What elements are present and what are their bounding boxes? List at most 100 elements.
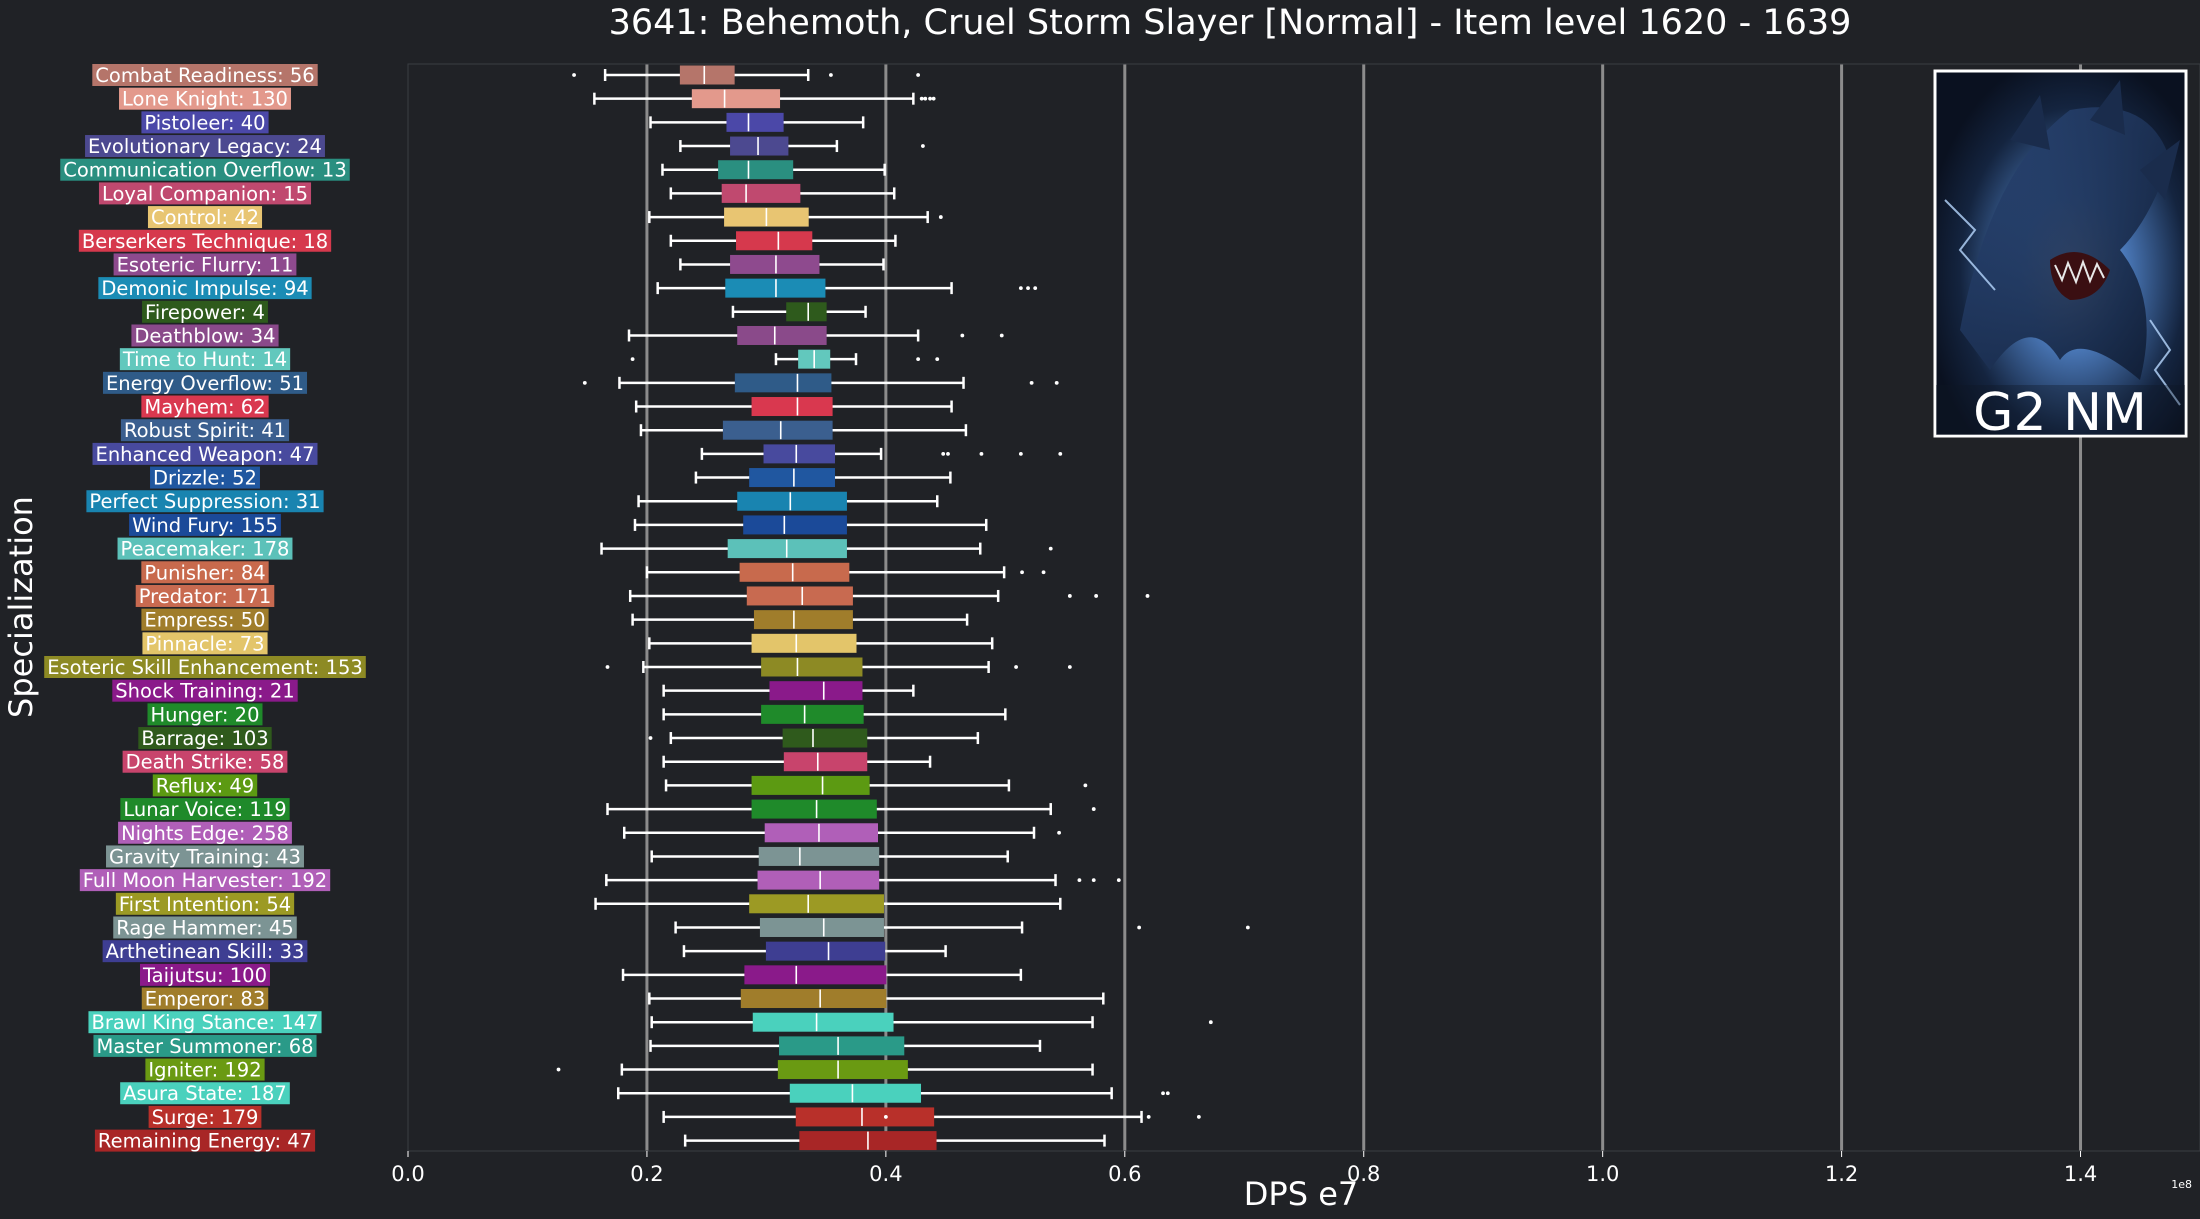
category-label-text: Master Summoner: 68	[96, 1035, 313, 1058]
category-label-22: Predator: 171	[135, 584, 275, 608]
box	[721, 183, 801, 203]
plot-area	[407, 63, 2200, 1152]
category-label-text: Communication Overflow: 13	[63, 159, 346, 182]
box-row-22	[628, 586, 1150, 606]
category-label-text: Barrage: 103	[141, 727, 268, 750]
box	[730, 136, 789, 156]
box	[740, 989, 887, 1009]
category-label-bg	[122, 750, 288, 773]
box	[734, 373, 832, 393]
category-label-bg	[85, 135, 325, 158]
box	[751, 799, 877, 819]
category-label-19: Wind Fury: 155	[129, 513, 281, 537]
category-label-29: Death Strike: 58	[122, 750, 288, 774]
box-row-29	[662, 752, 932, 772]
category-label-34: Full Moon Harvester: 192	[79, 869, 331, 892]
category-label-bg	[115, 892, 295, 915]
box	[730, 254, 820, 274]
outlier-point	[1245, 925, 1250, 930]
category-label-text: Shock Training: 21	[115, 680, 294, 703]
box-row-16	[700, 444, 1063, 464]
category-label-bg	[102, 371, 308, 394]
category-label-text: Pinnacle: 73	[145, 632, 264, 655]
box-row-40	[650, 1012, 1213, 1032]
box	[765, 941, 886, 961]
box-row-36	[674, 917, 1250, 937]
outlier-point	[1058, 451, 1063, 456]
x-tick-label-7: 1.4	[2064, 1162, 2097, 1186]
category-label-2: Pistoleer: 40	[141, 111, 269, 134]
boss-image-badge: G2 NM	[1973, 383, 2147, 443]
box	[744, 965, 887, 985]
box	[739, 562, 850, 582]
category-label-0: Combat Readiness: 56	[92, 64, 318, 87]
category-label-bg	[79, 869, 331, 892]
category-label-text: Deathblow: 34	[134, 324, 275, 347]
box-row-7	[669, 231, 897, 251]
category-label-bg	[148, 1105, 262, 1128]
box-row-11	[627, 325, 1004, 345]
category-label-bg	[92, 64, 318, 86]
category-label-text: Berserkers Technique: 18	[82, 230, 328, 253]
box	[749, 468, 835, 488]
category-label-bg	[147, 206, 263, 229]
outlier-point	[648, 736, 653, 740]
category-label-text: Wind Fury: 155	[132, 514, 278, 537]
category-label-text: Firepower: 4	[145, 301, 265, 324]
category-label-bg	[150, 466, 260, 489]
chart-title: 3641: Behemoth, Cruel Storm Slayer [Norm…	[609, 3, 1852, 43]
outlier-point	[556, 1067, 561, 1072]
box-row-44	[662, 1107, 1201, 1127]
outlier-point	[941, 451, 946, 456]
outlier-point	[1146, 1115, 1151, 1119]
box	[718, 160, 794, 180]
box-row-14	[634, 397, 953, 417]
category-label-14: Mayhem: 62	[141, 395, 269, 419]
outlier-point	[1067, 665, 1072, 669]
category-label-24: Pinnacle: 73	[142, 632, 268, 655]
outlier-point	[931, 96, 936, 101]
category-label-bg	[118, 821, 292, 844]
category-label-text: Lone Knight: 130	[122, 88, 288, 111]
outlier-point	[960, 333, 965, 338]
category-label-text: Esoteric Skill Enhancement: 153	[47, 656, 363, 679]
category-label-text: Rage Hammer: 45	[116, 916, 294, 939]
outlier-point	[1041, 570, 1046, 575]
category-label-4: Communication Overflow: 13	[60, 158, 350, 182]
box-row-41	[649, 1036, 1042, 1056]
box-row-23	[631, 610, 969, 630]
category-label-text: Emperor: 83	[145, 988, 265, 1011]
outlier-point	[1116, 878, 1121, 883]
y-axis-label: Specialization	[2, 496, 40, 718]
outlier-point	[1208, 1020, 1213, 1025]
category-label-27: Hunger: 20	[147, 703, 263, 726]
category-label-bg	[135, 584, 275, 607]
category-label-3: Evolutionary Legacy: 24	[85, 135, 325, 158]
outlier-point	[1077, 878, 1082, 883]
outlier-point	[1054, 380, 1059, 385]
box-row-30	[664, 775, 1088, 795]
category-label-bg	[92, 442, 318, 465]
outlier-point	[1057, 830, 1061, 835]
category-label-10: Firepower: 4	[142, 300, 268, 324]
category-label-bg	[152, 774, 258, 797]
x-tick-label-0: 0.0	[391, 1162, 424, 1186]
category-label-1: Lone Knight: 130	[119, 87, 291, 111]
category-label-37: Arthetinean Skill: 33	[102, 940, 308, 963]
box	[751, 775, 870, 795]
x-tick-label-5: 1.0	[1586, 1162, 1619, 1186]
box	[783, 752, 868, 772]
category-label-bg	[142, 300, 268, 323]
category-label-text: Evolutionary Legacy: 24	[88, 135, 322, 158]
category-label-25: Esoteric Skill Enhancement: 153	[44, 656, 366, 679]
box-row-26	[662, 681, 915, 701]
box	[761, 657, 863, 677]
category-label-text: Full Moon Harvester: 192	[83, 869, 327, 892]
category-label-text: Igniter: 192	[148, 1059, 261, 1082]
box-row-12	[630, 349, 940, 369]
category-label-bg	[119, 87, 291, 110]
category-label-bg	[102, 940, 308, 963]
box	[679, 65, 735, 85]
category-label-bg	[98, 277, 312, 300]
